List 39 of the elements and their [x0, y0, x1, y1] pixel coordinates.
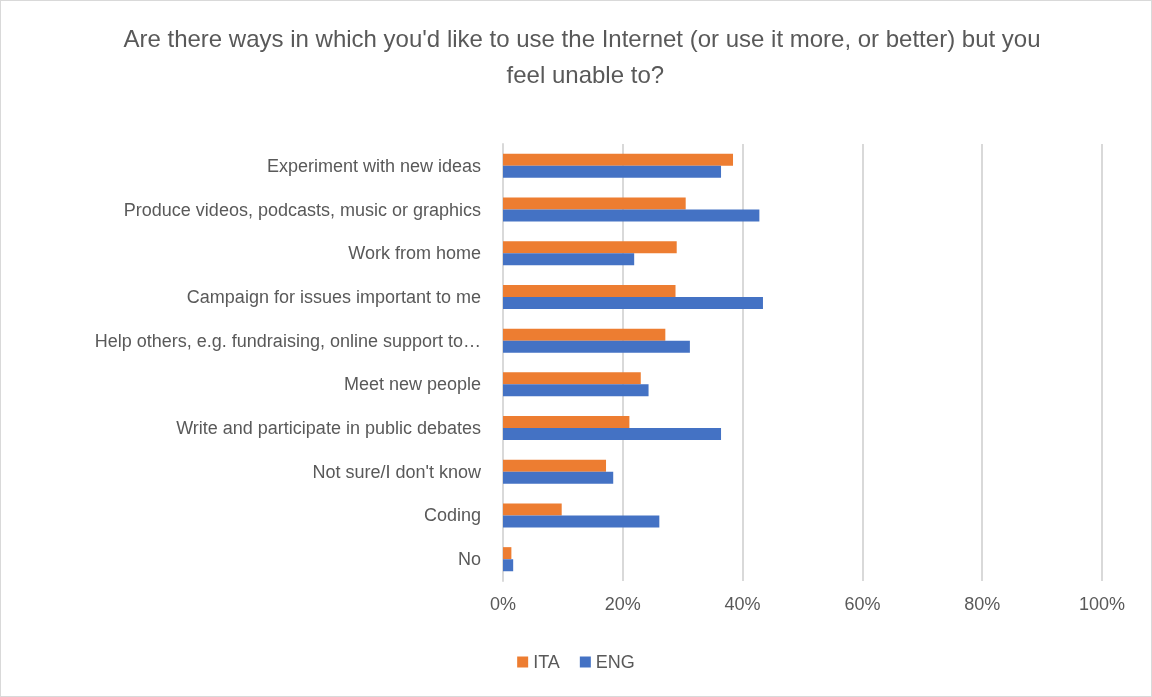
y-tick-label: Coding: [423, 505, 481, 526]
bar: [503, 340, 690, 353]
y-tick-label: No: [457, 549, 481, 570]
x-tick-label: 40%: [724, 594, 761, 614]
y-tick-label: Not sure/I don't know: [312, 461, 482, 482]
legend-label: ENG: [595, 652, 635, 672]
y-tick-label: Campaign for issues important to me: [186, 286, 481, 307]
chart-title: Are there ways in which you'd like to use the Internet (or use it more, or better) but you feel unable to?: [123, 24, 1041, 88]
y-tick-label: Produce videos, podcasts, music or graphics: [123, 199, 481, 220]
y-tick-label: Meet new people: [343, 374, 481, 395]
bar: [503, 515, 660, 528]
bar: [503, 459, 607, 472]
x-tick-label: 80%: [964, 594, 1001, 614]
x-tick-label: 100%: [1078, 594, 1126, 614]
x-tick-label: 0%: [489, 594, 517, 614]
bar: [503, 253, 635, 266]
bar: [503, 209, 760, 222]
x-tick-label: 20%: [604, 594, 641, 614]
legend-label: ITA: [533, 652, 560, 672]
bar: [503, 296, 763, 309]
bar: [503, 503, 562, 516]
bar: [503, 471, 614, 484]
x-tick-label: 60%: [844, 594, 881, 614]
y-tick-label: Experiment with new ideas: [266, 155, 481, 176]
bar: [503, 559, 514, 572]
bar: [503, 284, 676, 297]
bar: [503, 428, 722, 441]
bar: [503, 372, 641, 385]
bar: [503, 165, 722, 178]
bar: [503, 416, 630, 429]
bar: [503, 241, 677, 254]
bar: [503, 197, 686, 210]
y-tick-label: Help others, e.g. fundraising, online support to…: [94, 330, 481, 351]
bar: [503, 384, 649, 397]
y-tick-label: Write and participate in public debates: [176, 418, 481, 439]
bar: [503, 153, 734, 166]
y-tick-label: Work from home: [348, 243, 481, 264]
bar: [503, 328, 666, 341]
bar: [503, 547, 512, 560]
